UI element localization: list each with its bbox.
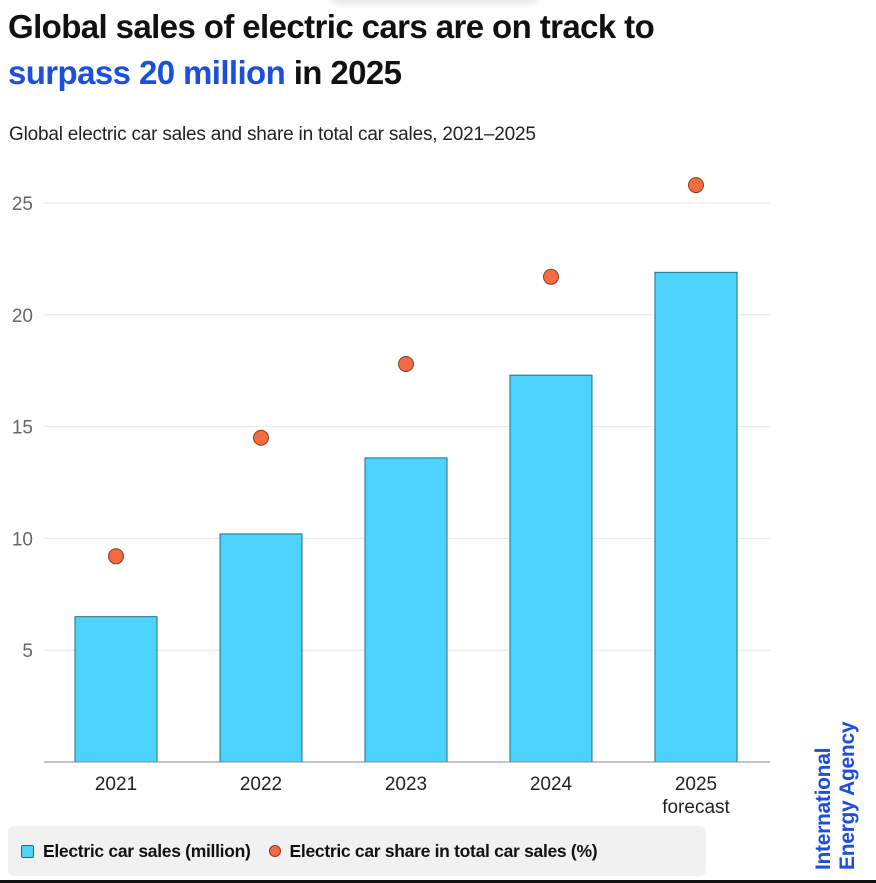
share-dot xyxy=(398,355,414,372)
x-tick-label: 2023 xyxy=(385,774,427,795)
share-dot xyxy=(253,429,269,446)
y-tick-label: 10 xyxy=(12,529,33,550)
bar xyxy=(74,616,158,763)
top-shadow xyxy=(330,0,540,4)
legend: Electric car sales (million) Electric ca… xyxy=(8,826,706,876)
bar xyxy=(364,457,448,763)
x-tick-label: 2021 xyxy=(95,774,137,795)
legend-label-sales: Electric car sales (million) xyxy=(43,840,251,861)
bar xyxy=(654,271,738,763)
y-tick-label: 15 xyxy=(12,418,33,439)
iea-logo: International Energy Agency xyxy=(812,722,860,870)
bar-series xyxy=(74,271,738,763)
chart-subtitle: Global electric car sales and share in t… xyxy=(9,124,536,145)
y-tick-label: 20 xyxy=(12,306,33,327)
title-line-1: Global sales of electric cars are on tra… xyxy=(8,8,655,45)
share-dot xyxy=(688,177,704,194)
share-dot xyxy=(108,548,124,565)
bottom-rule xyxy=(0,880,876,883)
y-axis-ticks: 5 10 15 20 25 xyxy=(12,194,33,662)
title-highlight: surpass 20 million xyxy=(8,54,286,91)
legend-label-share: Electric car share in total car sales (%… xyxy=(289,840,598,861)
x-tick-label: 2024 xyxy=(530,774,573,795)
x-tick-label: 2022 xyxy=(240,774,282,795)
legend-bar-swatch-icon xyxy=(21,844,34,858)
dot-series xyxy=(108,177,704,565)
bar xyxy=(219,533,303,763)
bar xyxy=(509,374,593,763)
legend-dot-swatch-icon xyxy=(268,845,281,857)
page-title: Global sales of electric cars are on tra… xyxy=(8,4,655,96)
title-rest: in 2025 xyxy=(285,54,402,91)
x-tick-sublabel: forecast xyxy=(662,797,730,818)
x-tick-label: 2025 xyxy=(675,774,717,795)
share-dot xyxy=(543,268,559,285)
logo-line-2: Energy Agency xyxy=(836,721,859,870)
legend-item-sales: Electric car sales (million) xyxy=(8,841,251,862)
logo-line-1: International xyxy=(812,747,835,870)
y-tick-label: 25 xyxy=(12,194,33,215)
legend-item-share: Electric car share in total car sales (%… xyxy=(268,840,598,862)
y-tick-label: 5 xyxy=(22,641,33,662)
